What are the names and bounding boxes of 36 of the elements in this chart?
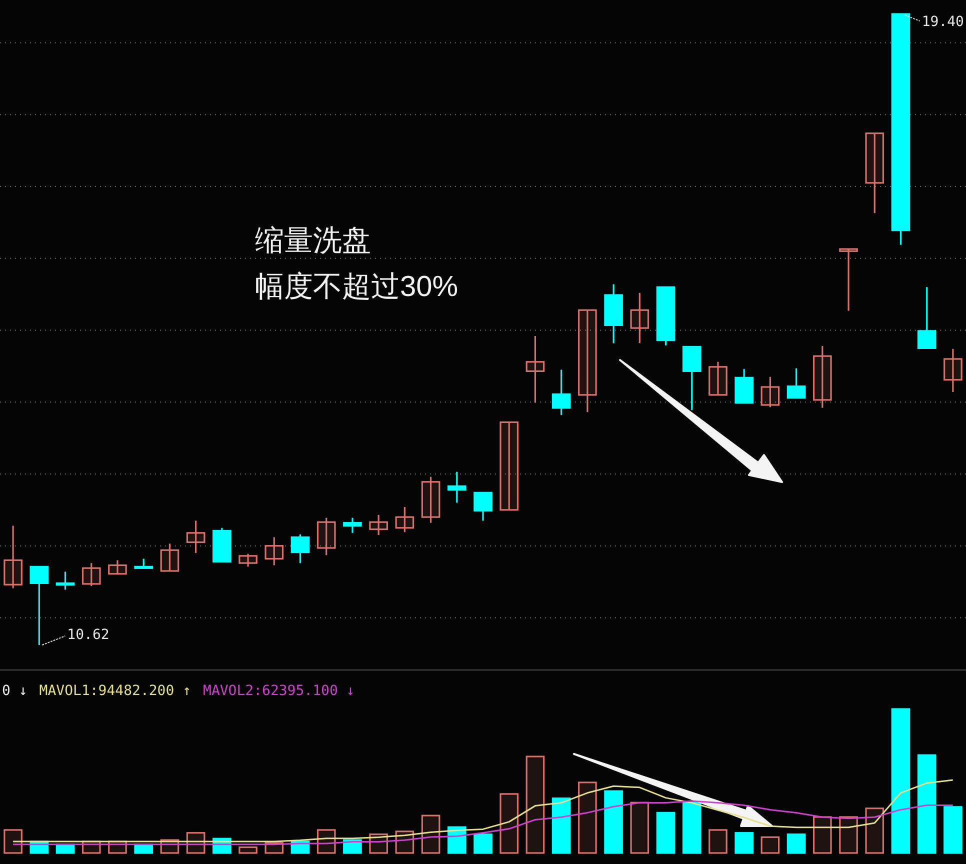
annotation: 10.62 [67,627,110,643]
candlestick [395,506,414,533]
candlestick [82,562,101,587]
annotation: 缩量洗盘 [255,225,371,257]
candlestick [316,516,336,556]
candlestick [290,534,310,564]
candlestick [160,542,180,572]
candlestick [134,558,154,570]
candlestick [421,476,440,524]
candlestick [186,520,206,554]
candlestick [474,492,492,522]
candlestick [369,514,388,536]
candlestick [30,566,49,646]
candlestick [578,309,597,413]
annotation: 幅度不超过30% [255,271,458,303]
candlestick [865,132,884,214]
candlestick [264,536,284,566]
annotation: 19.40 [922,14,964,30]
candlestick [4,524,22,590]
candlestick [552,368,571,416]
candlestick [343,516,362,534]
text: MAVOL1:94482.200 ↑ [39,683,192,699]
candlestick [812,345,832,409]
candlestick [108,559,127,575]
candlestick [526,335,545,404]
candlestick [630,292,650,344]
text: MAVOL2:62395.100 ↓ [203,683,355,699]
candlestick [447,471,466,504]
candlestick [944,348,962,393]
candlestick [786,368,806,399]
candlestick [760,376,780,408]
candlestick [56,570,75,590]
text: 0 ↓ [2,683,28,699]
candlestick [917,286,936,349]
candlestick [238,552,258,568]
candlestick [839,248,858,312]
